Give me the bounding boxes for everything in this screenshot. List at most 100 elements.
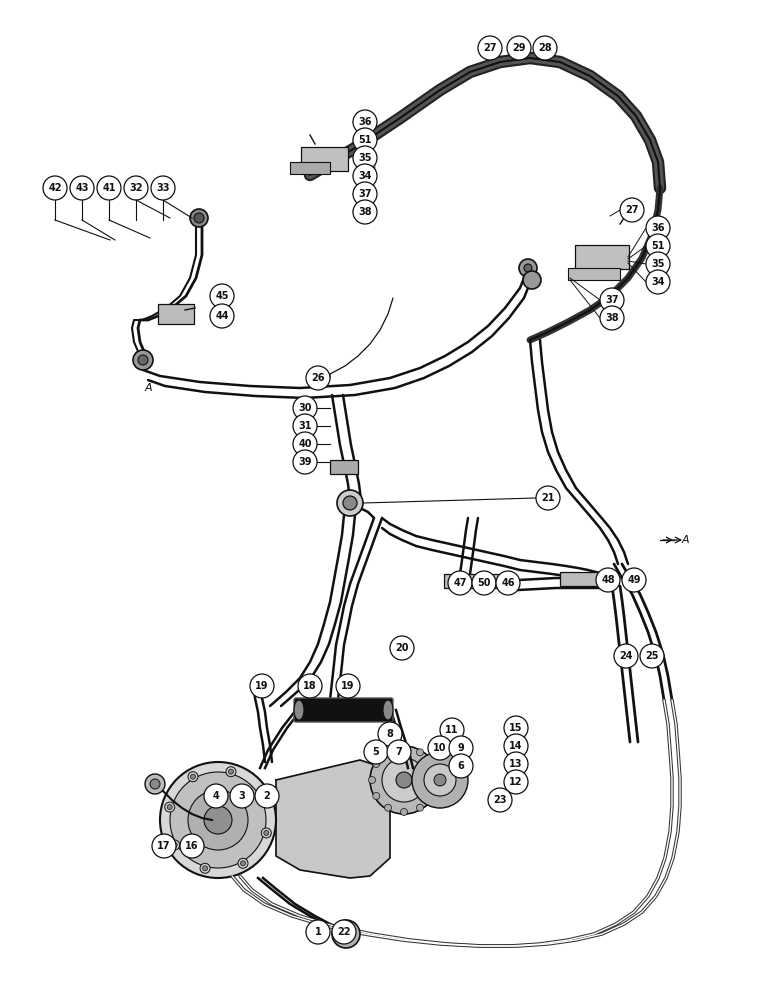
Text: 18: 18 <box>303 681 317 691</box>
Circle shape <box>229 769 233 774</box>
Circle shape <box>396 772 412 788</box>
Text: 42: 42 <box>48 183 62 193</box>
Circle shape <box>368 776 375 784</box>
Circle shape <box>256 792 264 800</box>
Text: 7: 7 <box>395 747 402 757</box>
Circle shape <box>646 270 670 294</box>
Ellipse shape <box>383 700 393 720</box>
Circle shape <box>343 931 349 937</box>
Circle shape <box>332 920 360 948</box>
Circle shape <box>519 259 537 277</box>
Circle shape <box>412 752 468 808</box>
Text: 1: 1 <box>315 927 321 937</box>
Circle shape <box>200 863 210 873</box>
Text: 38: 38 <box>358 207 372 217</box>
Circle shape <box>504 770 528 794</box>
Circle shape <box>449 736 473 760</box>
Text: 5: 5 <box>373 747 379 757</box>
Text: 14: 14 <box>510 741 523 751</box>
Circle shape <box>337 490 363 516</box>
Circle shape <box>614 644 638 668</box>
Circle shape <box>194 213 204 223</box>
Text: 35: 35 <box>358 153 372 163</box>
Circle shape <box>255 784 279 808</box>
Text: 34: 34 <box>652 277 665 287</box>
Circle shape <box>504 752 528 776</box>
Circle shape <box>472 571 496 595</box>
FancyBboxPatch shape <box>575 245 629 269</box>
Circle shape <box>168 805 172 810</box>
Circle shape <box>190 209 208 227</box>
FancyBboxPatch shape <box>294 698 393 722</box>
Circle shape <box>384 804 391 811</box>
Circle shape <box>353 146 377 170</box>
FancyBboxPatch shape <box>158 304 194 324</box>
Circle shape <box>293 396 317 420</box>
FancyBboxPatch shape <box>444 574 500 588</box>
Circle shape <box>353 128 377 152</box>
Circle shape <box>434 774 446 786</box>
Text: 27: 27 <box>625 205 638 215</box>
Circle shape <box>523 271 541 289</box>
Text: 23: 23 <box>493 795 506 805</box>
Text: 3: 3 <box>239 791 245 801</box>
Circle shape <box>151 176 175 200</box>
Text: 45: 45 <box>215 291 229 301</box>
Circle shape <box>646 216 670 240</box>
Circle shape <box>364 740 388 764</box>
Text: 34: 34 <box>358 171 372 181</box>
Text: 2: 2 <box>263 791 270 801</box>
Circle shape <box>432 776 439 784</box>
FancyBboxPatch shape <box>330 460 358 474</box>
Circle shape <box>440 718 464 742</box>
Circle shape <box>259 792 264 798</box>
Circle shape <box>382 758 426 802</box>
Circle shape <box>600 306 624 330</box>
Circle shape <box>70 176 94 200</box>
Circle shape <box>353 182 377 206</box>
Text: 8: 8 <box>387 729 394 739</box>
Circle shape <box>138 355 148 365</box>
Circle shape <box>390 636 414 660</box>
FancyBboxPatch shape <box>560 572 604 586</box>
Text: 11: 11 <box>445 725 459 735</box>
Circle shape <box>373 760 380 768</box>
Text: 51: 51 <box>358 135 372 145</box>
Circle shape <box>504 734 528 758</box>
Circle shape <box>97 176 121 200</box>
Text: A: A <box>682 535 689 545</box>
Circle shape <box>401 744 408 752</box>
Circle shape <box>238 858 248 868</box>
Circle shape <box>124 176 148 200</box>
Text: 41: 41 <box>102 183 116 193</box>
Text: 51: 51 <box>652 241 665 251</box>
FancyBboxPatch shape <box>568 268 620 280</box>
Circle shape <box>640 644 664 668</box>
Text: 19: 19 <box>256 681 269 691</box>
Text: 32: 32 <box>129 183 143 193</box>
Circle shape <box>204 806 232 834</box>
Circle shape <box>160 762 276 878</box>
Circle shape <box>150 779 160 789</box>
Circle shape <box>428 792 435 800</box>
Text: 10: 10 <box>433 743 447 753</box>
Circle shape <box>496 571 520 595</box>
Text: 9: 9 <box>458 743 465 753</box>
Text: 39: 39 <box>298 457 312 467</box>
Circle shape <box>145 774 165 794</box>
Text: 17: 17 <box>157 841 171 851</box>
Text: 19: 19 <box>341 681 355 691</box>
Circle shape <box>620 198 644 222</box>
Circle shape <box>191 774 195 779</box>
Text: 25: 25 <box>645 651 659 661</box>
Circle shape <box>336 674 360 698</box>
Circle shape <box>332 920 356 944</box>
Text: 21: 21 <box>541 493 555 503</box>
Circle shape <box>428 736 452 760</box>
Circle shape <box>378 722 402 746</box>
Circle shape <box>417 804 424 811</box>
Text: 37: 37 <box>605 295 618 305</box>
Circle shape <box>170 772 266 868</box>
Text: 47: 47 <box>453 578 467 588</box>
Circle shape <box>507 36 531 60</box>
